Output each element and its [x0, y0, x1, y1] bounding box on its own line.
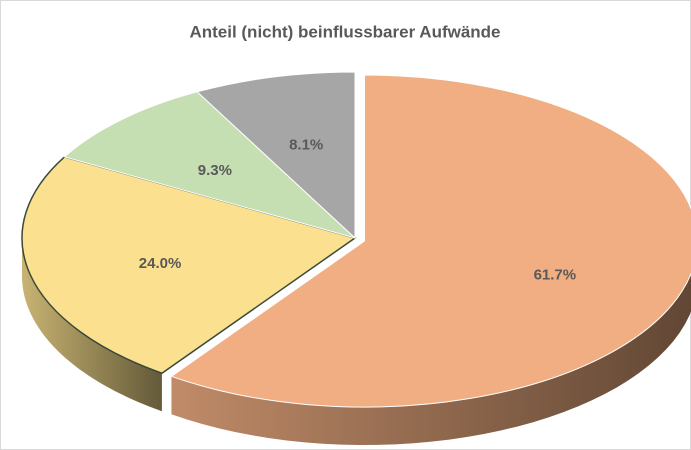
slice	[63, 91, 356, 239]
chart-title: Anteil (nicht) beinflussbarer Aufwände	[189, 22, 500, 41]
slice	[170, 74, 691, 408]
slice	[21, 156, 357, 375]
data-label: 8.1%	[289, 136, 323, 153]
data-label: 24.0%	[139, 255, 182, 272]
slice-side	[171, 273, 691, 446]
data-label: 9.3%	[198, 162, 232, 179]
slice-side	[22, 238, 162, 412]
slice	[196, 71, 356, 240]
data-label: 61.7%	[534, 266, 577, 283]
